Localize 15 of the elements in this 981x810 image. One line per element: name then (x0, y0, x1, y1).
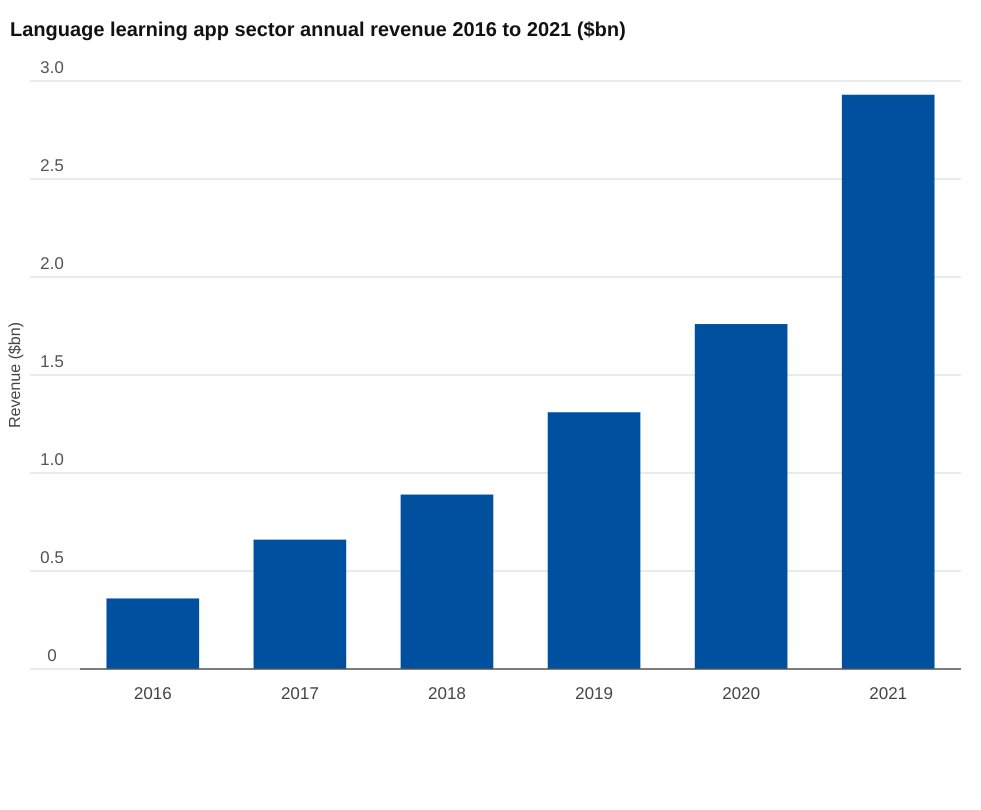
x-tick-label: 2019 (575, 684, 613, 703)
y-tick-label: 2.5 (40, 156, 64, 175)
y-tick-label: 2.0 (40, 254, 64, 273)
y-tick-label: 1.5 (40, 352, 64, 371)
x-tick-label: 2016 (134, 684, 172, 703)
y-tick-label: 3.0 (40, 58, 64, 77)
x-tick-label: 2017 (280, 684, 319, 703)
x-tick-label: 2020 (722, 684, 760, 703)
y-tick-label: 0 (47, 646, 57, 665)
x-tick-label: 2018 (428, 684, 466, 703)
chart-title: Language learning app sector annual revenue 2016 to 2021 ($bn) (10, 19, 626, 41)
y-tick-label: 0.5 (40, 548, 64, 567)
y-axis-title: Revenue ($bn) (7, 322, 24, 428)
x-tick-label: 2021 (869, 684, 908, 703)
y-tick-label: 1.0 (40, 450, 64, 469)
